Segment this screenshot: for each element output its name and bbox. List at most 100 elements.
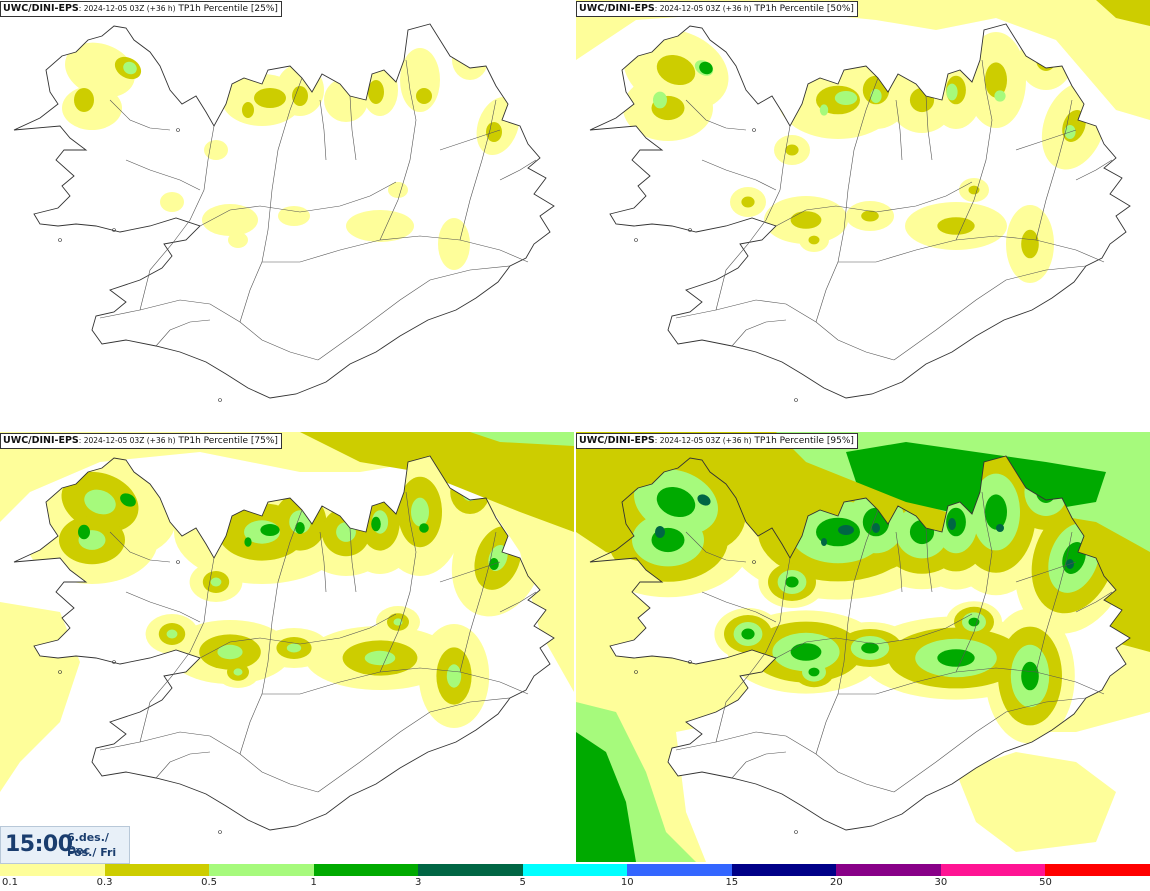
map-panel-p25: UWC/DINI-EPS: 2024-12-05 03Z (+36 h) TP1… xyxy=(0,0,574,430)
precip-moderate xyxy=(242,102,254,118)
valid-time-box: 15:00 6.des./ Dec Fös./ Fri xyxy=(0,826,130,864)
road-line xyxy=(701,159,777,191)
precip-light xyxy=(884,25,920,55)
colorbar-tick-label: 20 xyxy=(829,877,843,888)
island xyxy=(794,830,798,834)
island xyxy=(58,238,62,242)
map-panel-p50: UWC/DINI-EPS: 2024-12-05 03Z (+36 h) TP1… xyxy=(576,0,1150,430)
road-line xyxy=(1035,531,1073,673)
road-line xyxy=(109,531,171,563)
coastline xyxy=(589,23,1131,399)
road-line xyxy=(685,531,747,563)
precip-heavy xyxy=(233,668,243,676)
island xyxy=(634,238,638,242)
sea-precip-field xyxy=(470,432,574,446)
colorbar-segment xyxy=(836,864,941,876)
precip-very-heavy xyxy=(861,642,879,654)
island xyxy=(218,830,222,834)
road-line xyxy=(239,77,303,323)
road-line xyxy=(319,531,327,593)
precip-moderate xyxy=(808,235,820,245)
precip-map xyxy=(0,432,574,834)
colorbar-tick-label: 10 xyxy=(620,877,634,888)
road-line xyxy=(925,95,933,161)
precip-colorbar xyxy=(0,864,1150,876)
island xyxy=(112,228,116,232)
precip-layer xyxy=(623,25,1107,283)
road-line xyxy=(895,531,903,593)
sea-precip-field xyxy=(576,732,636,862)
precip-very-heavy xyxy=(741,628,755,640)
road-line xyxy=(838,235,1105,263)
road-line xyxy=(701,591,777,623)
panel-title: UWC/DINI-EPS: 2024-12-05 03Z (+36 h) TP1… xyxy=(0,433,282,449)
colorbar-tick-label: 5 xyxy=(519,877,526,888)
precip-light xyxy=(346,210,414,242)
panel-title: UWC/DINI-EPS: 2024-12-05 03Z (+36 h) TP1… xyxy=(576,433,858,449)
precip-very-heavy xyxy=(78,524,90,540)
coastline xyxy=(589,455,1131,831)
colorbar-tick-label: 0.3 xyxy=(96,877,113,888)
precip-extreme xyxy=(996,524,1004,532)
precip-very-heavy xyxy=(968,617,980,627)
precip-heavy xyxy=(870,89,882,103)
road-line xyxy=(319,99,327,161)
panel-title: UWC/DINI-EPS: 2024-12-05 03Z (+36 h) TP1… xyxy=(0,1,282,17)
precip-very-heavy xyxy=(656,486,696,518)
precip-very-heavy xyxy=(244,537,252,547)
island xyxy=(688,660,692,664)
precip-light xyxy=(62,86,122,130)
precip-heavy xyxy=(994,90,1006,102)
road-line xyxy=(139,557,215,743)
road-line xyxy=(731,319,787,347)
precip-light xyxy=(278,206,310,226)
precip-moderate xyxy=(416,88,432,104)
road-line xyxy=(139,125,215,311)
run-info: : 2024-12-05 03Z (+36 h) xyxy=(654,4,752,13)
road-line xyxy=(1075,591,1113,613)
island xyxy=(112,660,116,664)
road-line xyxy=(199,181,397,227)
precip-moderate xyxy=(937,217,975,235)
colorbar-tick-label: 1 xyxy=(310,877,317,888)
road-line xyxy=(1015,561,1077,583)
precip-heavy xyxy=(84,489,116,515)
colorbar-segment xyxy=(731,864,837,876)
coastline xyxy=(13,455,555,831)
road-line xyxy=(1015,129,1077,151)
colorbar-segment xyxy=(104,864,210,876)
precip-heavy xyxy=(653,91,667,109)
sea-precip-field xyxy=(956,752,1116,852)
island xyxy=(634,670,638,674)
product-label: TP1h Percentile [50%] xyxy=(754,4,854,14)
precip-heavy xyxy=(411,497,429,527)
road-line xyxy=(125,159,201,191)
road-line xyxy=(239,509,303,755)
road-line xyxy=(1035,99,1073,241)
colorbar-ticks: 0.1 0.3 0.5 1 3 5 10 15 20 30 50 xyxy=(0,877,1150,891)
island xyxy=(752,128,756,132)
precip-light xyxy=(204,140,228,160)
road-line xyxy=(199,613,397,659)
model-name: UWC/DINI-EPS xyxy=(579,3,655,14)
precip-extreme xyxy=(872,523,880,533)
precip-extreme xyxy=(655,526,665,538)
road-line xyxy=(893,265,1087,361)
valid-date: 6.des./ Dec xyxy=(67,831,109,857)
precip-light xyxy=(314,30,338,50)
precip-very-heavy xyxy=(937,649,975,667)
colorbar-tick-label: 0.5 xyxy=(201,877,218,888)
island xyxy=(688,228,692,232)
colorbar-segment xyxy=(1045,864,1150,876)
road-line xyxy=(439,129,501,151)
road-line xyxy=(262,667,529,695)
model-name: UWC/DINI-EPS xyxy=(3,3,79,14)
precip-light xyxy=(160,192,184,212)
precip-moderate xyxy=(656,54,696,86)
precip-extreme xyxy=(821,538,827,546)
precip-very-heavy xyxy=(120,493,136,507)
road-line xyxy=(125,591,201,623)
colorbar-segment xyxy=(940,864,1046,876)
precip-extreme xyxy=(948,518,956,530)
precip-very-heavy xyxy=(785,576,799,588)
